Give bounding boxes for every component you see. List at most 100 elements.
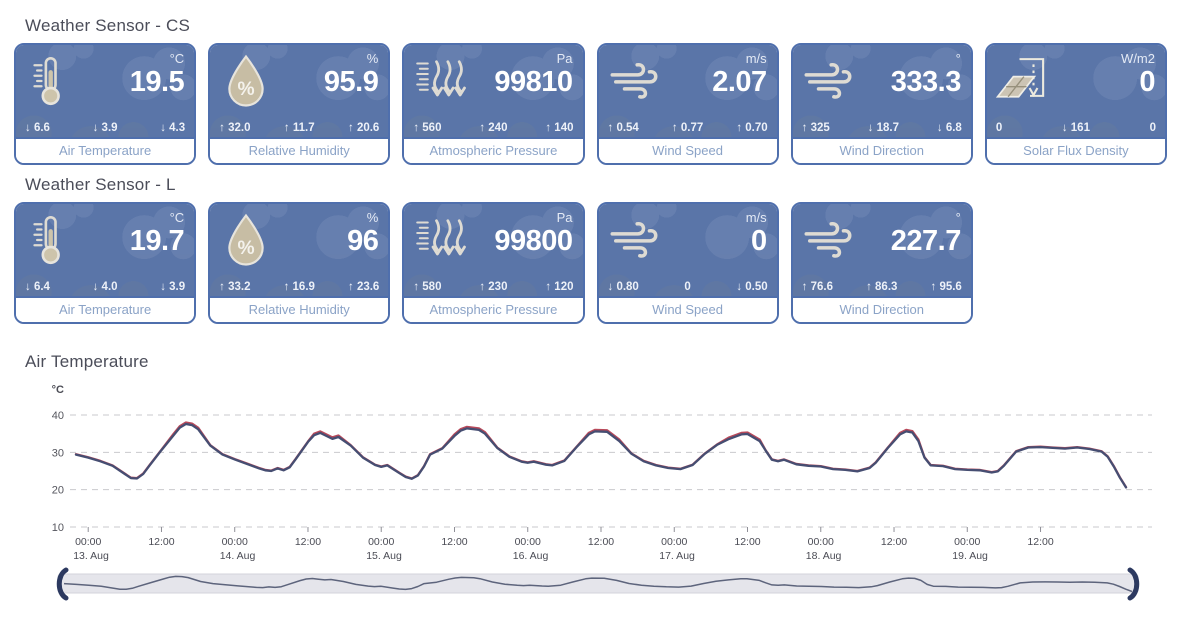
unit-label: Pa <box>556 51 573 66</box>
sensor-value: 96 <box>347 225 379 257</box>
stat: ↑ 76.6 <box>801 281 833 293</box>
sensor-card-air-temperature-cs[interactable]: °C 19.5 ↓ 6.6 ↓ 3.9 ↓ 4.3 Air Temperatur… <box>14 43 197 165</box>
stat: ↑ 230 <box>479 281 508 293</box>
sensor-cs-card-row: °C 19.5 ↓ 6.6 ↓ 3.9 ↓ 4.3 Air Temperatur… <box>14 43 1167 165</box>
stat: ↑ 16.9 <box>283 281 315 293</box>
svg-text:20: 20 <box>52 485 64 497</box>
card-visual: °C 19.5 ↓ 6.6 ↓ 3.9 ↓ 4.3 <box>16 45 195 137</box>
card-visual: Pa 99800 ↑ 580 ↑ 230 ↑ 120 <box>404 204 583 296</box>
sensor-card-atmospheric-pressure-l[interactable]: Pa 99800 ↑ 580 ↑ 230 ↑ 120 Atmospheric P… <box>402 202 585 324</box>
sensor-card-relative-humidity-l[interactable]: % 96 ↑ 33.2 ↑ 16.9 ↑ 23.6 Relative Humid… <box>208 202 391 324</box>
card-visual: °C 19.7 ↓ 6.4 ↓ 4.0 ↓ 3.9 <box>16 204 195 296</box>
sensor-card-label: Atmospheric Pressure <box>404 296 583 322</box>
unit-label: m/s <box>745 51 767 66</box>
svg-text:00:00: 00:00 <box>515 536 541 548</box>
stat: ↓ 4.0 <box>92 281 118 293</box>
stats-row: ↑ 325 ↓ 18.7 ↓ 6.8 <box>802 122 962 134</box>
svg-text:00:00: 00:00 <box>808 536 834 548</box>
sensor-card-label: Wind Speed <box>598 137 777 163</box>
svg-text:°C: °C <box>52 384 64 396</box>
sensor-value: 19.5 <box>129 66 185 98</box>
svg-text:16. Aug: 16. Aug <box>513 550 549 562</box>
svg-text:40: 40 <box>52 410 64 422</box>
svg-text:00:00: 00:00 <box>222 536 248 548</box>
stats-row: ↑ 33.2 ↑ 16.9 ↑ 23.6 <box>219 281 379 293</box>
card-visual: ° 333.3 ↑ 325 ↓ 18.7 ↓ 6.8 <box>792 45 971 137</box>
stat: ↑ 95.6 <box>930 281 962 293</box>
card-visual: m/s 2.07 ↑ 0.54 ↑ 0.77 ↑ 0.70 <box>598 45 777 137</box>
card-visual: Pa 99810 ↑ 560 ↑ 240 ↑ 140 <box>404 45 583 137</box>
card-visual: % 96 ↑ 33.2 ↑ 16.9 ↑ 23.6 <box>210 204 389 296</box>
svg-text:19. Aug: 19. Aug <box>952 550 988 562</box>
sensor-card-wind-direction-l[interactable]: ° 227.7 ↑ 76.6 ↑ 86.3 ↑ 95.6 Wind Direct… <box>790 202 973 324</box>
range-handle-right <box>1127 567 1140 601</box>
stat: ↓ 18.7 <box>867 122 899 134</box>
stat: ↓ 0.50 <box>736 281 768 293</box>
card-visual: % 95.9 ↑ 32.0 ↑ 11.7 ↑ 20.6 <box>210 45 389 137</box>
stat: ↑ 240 <box>479 122 508 134</box>
sensor-card-label: Atmospheric Pressure <box>404 137 583 163</box>
thermometer-icon <box>24 53 80 109</box>
sensor-value: 2.07 <box>712 66 767 98</box>
svg-text:30: 30 <box>52 447 64 459</box>
sensor-card-relative-humidity-cs[interactable]: % 95.9 ↑ 32.0 ↑ 11.7 ↑ 20.6 Relative Hum… <box>208 43 391 165</box>
svg-text:12:00: 12:00 <box>148 536 174 548</box>
section-title-sensor-cs: Weather Sensor - CS <box>25 16 191 35</box>
stats-row: ↑ 0.54 ↑ 0.77 ↑ 0.70 <box>608 122 768 134</box>
stat: ↑ 325 <box>801 122 830 134</box>
humidity-droplet-icon <box>218 53 274 109</box>
stat: ↑ 120 <box>545 281 574 293</box>
stat: ↑ 0.70 <box>736 122 768 134</box>
sensor-value: 333.3 <box>890 66 962 98</box>
svg-text:00:00: 00:00 <box>954 536 980 548</box>
chart-range-selector[interactable] <box>14 567 1164 601</box>
sensor-card-wind-speed-cs[interactable]: m/s 2.07 ↑ 0.54 ↑ 0.77 ↑ 0.70 Wind Speed <box>596 43 779 165</box>
dashboard: Weather Sensor - CS °C 19.5 ↓ 6.6 ↓ 3.9 … <box>14 16 1167 601</box>
unit-label: Pa <box>556 210 573 225</box>
stat: 0 <box>1149 122 1156 134</box>
svg-text:12:00: 12:00 <box>1027 536 1053 548</box>
svg-text:14. Aug: 14. Aug <box>220 550 256 562</box>
card-visual: W/m2 0 0 ↓ 161 0 <box>986 45 1165 137</box>
svg-text:00:00: 00:00 <box>75 536 101 548</box>
stat: ↑ 0.54 <box>607 122 639 134</box>
sensor-card-wind-speed-l[interactable]: m/s 0 ↓ 0.80 0 ↓ 0.50 Wind Speed <box>596 202 779 324</box>
sensor-value: 227.7 <box>890 225 962 257</box>
chart-title: Air Temperature <box>25 352 149 371</box>
pressure-icon <box>412 53 468 109</box>
humidity-droplet-icon <box>218 212 274 268</box>
range-handle-left <box>56 567 69 601</box>
stat: 0 <box>995 122 1003 134</box>
stats-row: ↓ 6.4 ↓ 4.0 ↓ 3.9 <box>25 281 185 293</box>
sensor-card-solar-flux-density-cs[interactable]: W/m2 0 0 ↓ 161 0 Solar Flux Density <box>984 43 1167 165</box>
sensor-card-atmospheric-pressure-cs[interactable]: Pa 99810 ↑ 560 ↑ 240 ↑ 140 Atmospheric P… <box>402 43 585 165</box>
sensor-card-wind-direction-cs[interactable]: ° 333.3 ↑ 325 ↓ 18.7 ↓ 6.8 Wind Directio… <box>790 43 973 165</box>
sensor-card-label: Relative Humidity <box>210 137 389 163</box>
solar-panel-icon <box>995 53 1051 109</box>
stat: 0 <box>684 281 691 293</box>
thermometer-icon <box>24 212 80 268</box>
sensor-card-label: Wind Speed <box>598 296 777 322</box>
stat: ↑ 32.0 <box>219 122 251 134</box>
sensor-card-air-temperature-l[interactable]: °C 19.7 ↓ 6.4 ↓ 4.0 ↓ 3.9 Air Temperatur… <box>14 202 197 324</box>
sensor-card-label: Air Temperature <box>16 137 195 163</box>
svg-text:00:00: 00:00 <box>661 536 687 548</box>
sensor-value: 19.7 <box>129 225 185 257</box>
stat: ↑ 560 <box>413 122 442 134</box>
section-title-sensor-l: Weather Sensor - L <box>25 175 176 194</box>
stat: ↓ 3.9 <box>160 281 186 293</box>
wind-icon <box>607 53 663 109</box>
unit-label: m/s <box>745 210 767 225</box>
card-visual: ° 227.7 ↑ 76.6 ↑ 86.3 ↑ 95.6 <box>792 204 971 296</box>
stat: ↑ 11.7 <box>283 122 315 134</box>
sensor-value: 99810 <box>494 66 573 98</box>
stats-row: ↓ 6.6 ↓ 3.9 ↓ 4.3 <box>25 122 185 134</box>
air-temperature-chart[interactable]: 40 30 20 10 °C 00:00 13. Aug 12:00 00:00 14. Aug 1… <box>14 379 1164 565</box>
wind-direction-icon <box>801 212 857 268</box>
pressure-icon <box>412 212 468 268</box>
stat: ↑ 140 <box>545 122 574 134</box>
stats-row: ↑ 76.6 ↑ 86.3 ↑ 95.6 <box>802 281 962 293</box>
air-temperature-chart-section: Air Temperature 40 30 20 10 °C 00:00 13. Aug 12… <box>14 352 1167 601</box>
unit-label: °C <box>169 51 185 66</box>
unit-label: W/m2 <box>1121 51 1155 66</box>
